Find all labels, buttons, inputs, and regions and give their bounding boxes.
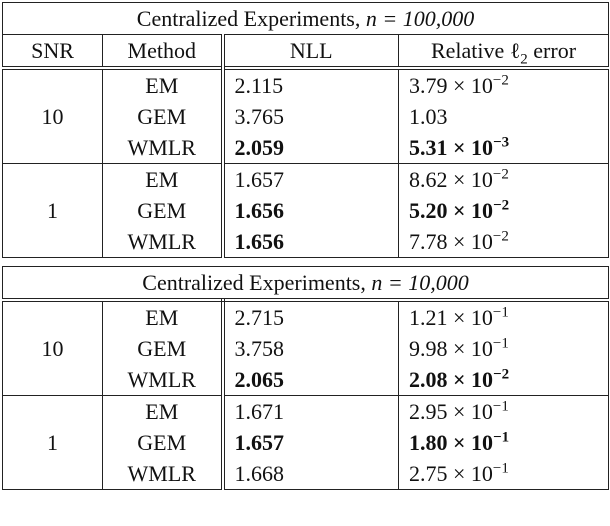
method-cell: WMLR <box>102 226 225 258</box>
nll-cell: 2.715 <box>222 298 399 333</box>
title-math: n = 100,000 <box>365 6 475 31</box>
header-method: Method <box>102 34 225 69</box>
error-base: 2.75 × 10 <box>409 461 493 486</box>
error-cell: 1.21 × 10−1 <box>397 298 610 333</box>
method-cell: GEM <box>102 195 225 226</box>
error-base: 7.78 × 10 <box>409 229 493 254</box>
table-title: Centralized Experiments, n = 10,000 <box>1 266 610 301</box>
error-exp: −2 <box>492 228 509 245</box>
error-exp: −1 <box>492 335 509 352</box>
error-cell: 2.08 × 10−2 <box>397 364 610 396</box>
error-cell: 7.78 × 10−2 <box>397 226 610 258</box>
data-row: 10 EM 2.115 3.79 × 10−2 <box>2 66 610 164</box>
error-exp: −2 <box>493 197 510 214</box>
snr-cell: 1 <box>2 163 103 258</box>
data-row: GEM 3.765 1.03 <box>3 101 610 132</box>
header-nll: NLL <box>222 34 399 69</box>
error-cell: 5.20 × 10−2 <box>397 195 610 226</box>
error-base: 1.80 × 10 <box>409 430 494 455</box>
error-base: 1.21 × 10 <box>409 305 493 330</box>
title-row: Centralized Experiments, n = 100,000 <box>1 2 610 35</box>
header-error: Relative ℓ2 error <box>397 34 610 69</box>
header-snr: SNR <box>2 34 103 69</box>
method-cell: GEM <box>102 427 225 458</box>
error-cell: 3.79 × 10−2 <box>397 66 610 101</box>
data-row: WMLR 1.656 7.78 × 10−2 <box>3 226 610 258</box>
method-cell: EM <box>102 395 225 427</box>
data-row: GEM 1.657 1.80 × 10−1 <box>3 427 610 458</box>
nll-cell: 2.115 <box>222 66 399 101</box>
method-cell: GEM <box>102 333 225 364</box>
header-error-text: Relative ℓ <box>430 38 521 63</box>
header-error-after: error <box>527 38 577 63</box>
data-row: 1 EM 1.657 8.62 × 10−2 <box>2 163 610 258</box>
results-table: Centralized Experiments, n = 100,000 SNR M… <box>1 2 610 258</box>
snr-cell: 10 <box>2 66 103 164</box>
method-cell: WMLR <box>102 132 225 164</box>
table-title: Centralized Experiments, n = 100,000 <box>1 2 610 35</box>
error-cell: 2.75 × 10−1 <box>397 458 610 490</box>
data-row: GEM 1.656 5.20 × 10−2 <box>3 195 610 226</box>
header-row: SNR Method NLL Relative ℓ2 error <box>2 34 610 69</box>
nll-cell: 1.657 <box>222 427 399 458</box>
error-base: 3.79 × 10 <box>409 73 493 98</box>
nll-cell: 2.065 <box>222 364 399 396</box>
nll-cell: 1.657 <box>222 163 399 195</box>
error-cell: 2.95 × 10−1 <box>397 395 610 427</box>
error-base: 2.95 × 10 <box>409 399 493 424</box>
data-row: 10 EM 2.715 1.21 × 10−1 <box>2 298 610 396</box>
error-exp: −1 <box>493 429 510 446</box>
method-cell: EM <box>102 163 225 195</box>
error-base: 8.62 × 10 <box>409 167 493 192</box>
error-cell: 1.80 × 10−1 <box>397 427 610 458</box>
error-base: 2.08 × 10 <box>409 367 494 392</box>
error-cell: 9.98 × 10−1 <box>397 333 610 364</box>
results-table: Centralized Experiments, n = 10,000 10 EM 2… <box>1 266 610 490</box>
title-row: Centralized Experiments, n = 10,000 <box>1 266 610 301</box>
nll-cell: 2.059 <box>222 132 399 164</box>
method-cell: WMLR <box>102 364 225 396</box>
error-exp: −3 <box>493 134 510 151</box>
data-row: WMLR 1.668 2.75 × 10−1 <box>3 458 610 490</box>
error-exp: −2 <box>493 366 510 383</box>
title-text: Centralized Experiments, <box>142 270 366 295</box>
method-cell: WMLR <box>102 458 225 490</box>
method-cell: EM <box>102 66 225 101</box>
nll-cell: 1.668 <box>222 458 399 490</box>
error-exp: −2 <box>492 72 509 89</box>
error-exp: −1 <box>492 460 509 477</box>
title-math: n = 10,000 <box>371 270 469 295</box>
data-row: 1 EM 1.671 2.95 × 10−1 <box>2 395 610 490</box>
error-base: 9.98 × 10 <box>409 336 493 361</box>
error-cell: 5.31 × 10−3 <box>397 132 610 164</box>
data-row: GEM 3.758 9.98 × 10−1 <box>3 333 610 364</box>
nll-cell: 1.671 <box>222 395 399 427</box>
error-exp: −1 <box>492 398 509 415</box>
title-text: Centralized Experiments, <box>136 6 361 31</box>
error-cell: 8.62 × 10−2 <box>397 163 610 195</box>
error-base: 5.20 × 10 <box>409 198 494 223</box>
nll-cell: 3.765 <box>222 101 399 132</box>
header-error-sub: 2 <box>520 51 528 68</box>
error-exp: −1 <box>492 304 509 321</box>
error-cell: 1.03 <box>397 101 610 132</box>
snr-cell: 10 <box>2 298 103 396</box>
error-base: 1.03 <box>409 104 448 129</box>
nll-cell: 1.656 <box>222 226 399 258</box>
snr-cell: 1 <box>2 395 103 490</box>
method-cell: GEM <box>102 101 225 132</box>
nll-cell: 3.758 <box>222 333 399 364</box>
method-cell: EM <box>102 298 225 333</box>
data-row: WMLR 2.059 5.31 × 10−3 <box>3 132 610 164</box>
nll-cell: 1.656 <box>222 195 399 226</box>
error-exp: −2 <box>492 166 509 183</box>
error-base: 5.31 × 10 <box>409 135 494 160</box>
